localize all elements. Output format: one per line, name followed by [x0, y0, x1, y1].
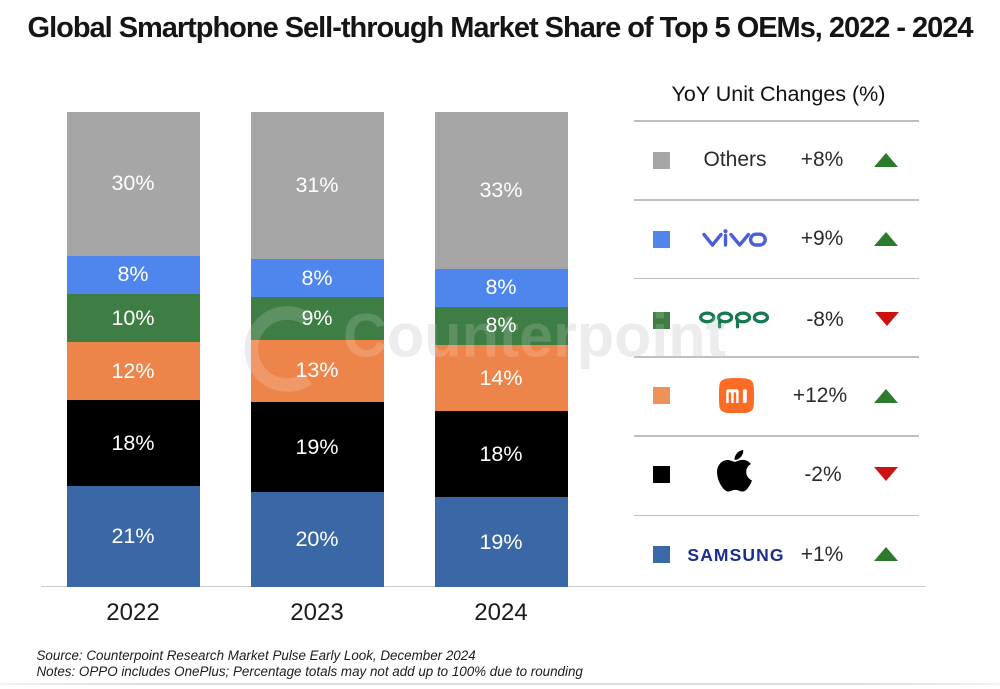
svg-text:Counterpoint: Counterpoint	[343, 302, 726, 370]
